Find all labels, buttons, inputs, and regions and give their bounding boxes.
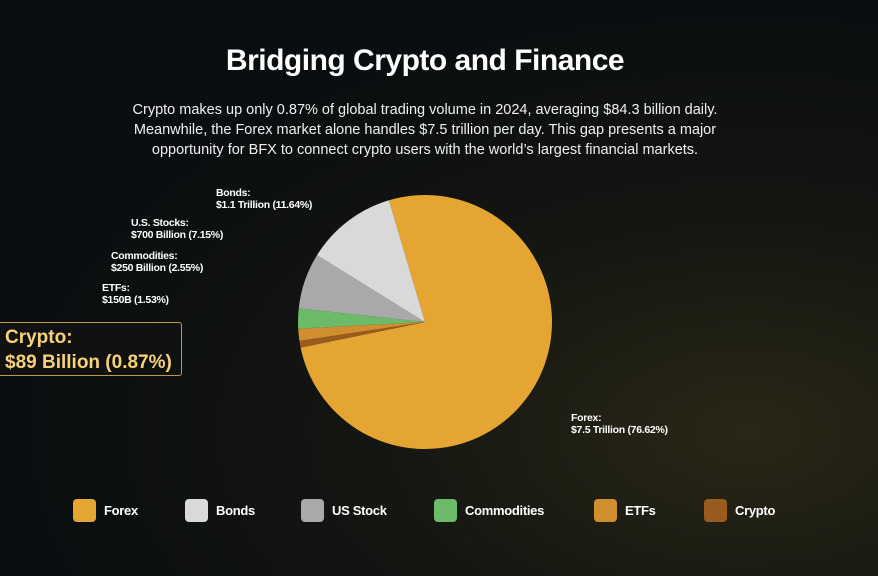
pie-slice-us-stock — [298, 255, 425, 322]
legend-item-us-stock[interactable]: US Stock — [301, 499, 434, 522]
legend-swatch — [434, 499, 457, 522]
legend-swatch — [73, 499, 96, 522]
legend: Forex Bonds US Stock Commodities ETFs Cr… — [73, 499, 775, 522]
legend-item-crypto[interactable]: Crypto — [704, 499, 775, 522]
pie-slice-bonds — [317, 200, 425, 322]
legend-swatch — [704, 499, 727, 522]
legend-item-forex[interactable]: Forex — [73, 499, 185, 522]
pie-slice-etfs — [298, 322, 425, 341]
legend-item-etfs[interactable]: ETFs — [594, 499, 704, 522]
legend-swatch — [185, 499, 208, 522]
legend-item-bonds[interactable]: Bonds — [185, 499, 301, 522]
legend-swatch — [594, 499, 617, 522]
label-commodities: Commodities: $250 Billion (2.55%) — [111, 250, 204, 274]
pie-slice-commodities — [298, 308, 425, 329]
legend-swatch — [301, 499, 324, 522]
subtitle: Crypto makes up only 0.87% of global tra… — [132, 102, 718, 158]
page-title: Bridging Crypto and Finance — [225, 44, 625, 77]
label-etfs: ETFs: $150B (1.53%) — [102, 282, 169, 306]
label-us-stocks: U.S. Stocks: $700 Billion (7.15%) — [131, 217, 224, 241]
label-bonds: Bonds: $1.1 Trillion (11.64%) — [216, 187, 313, 211]
pie-slice-forex — [300, 194, 552, 449]
legend-item-commodities[interactable]: Commodities — [434, 499, 594, 522]
pie-slice-crypto — [299, 322, 425, 348]
label-forex: Forex: $7.5 Trillion (76.62%) — [571, 412, 668, 436]
label-crypto-highlight: Crypto: $89 Billion (0.87%) — [0, 322, 182, 376]
